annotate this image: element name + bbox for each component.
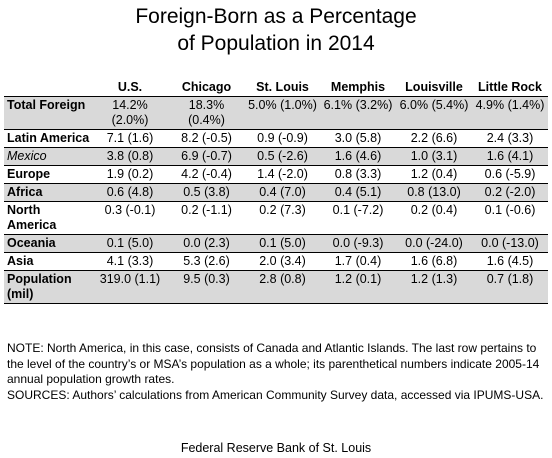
cell-st-louis: 2.0 (3.4) [245,252,320,271]
table-row-latin-america: Latin America 7.1 (1.6) 8.2 (-0.5) 0.9 (-0.… [4,129,548,148]
column-header-chicago: Chicago [168,77,245,97]
corner-cell [4,77,92,97]
cell-little-rock: 0.6 (-5.9) [472,165,548,184]
cell-memphis: 1.2 (0.1) [320,270,396,304]
table-row-africa: Africa 0.6 (4.8) 0.5 (3.8) 0.4 (7.0) 0.4 (5.… [4,183,548,202]
cell-louisville: 1.0 (3.1) [396,147,472,166]
cell-st-louis: 2.8 (0.8) [245,270,320,304]
cell-u-s: 0.6 (4.8) [92,183,168,202]
row-label: Asia [4,252,92,271]
row-label: Total Foreign [4,96,92,130]
notes-block: NOTE: North America, in this case, consi… [7,341,547,403]
cell-louisville: 0.2 (0.4) [396,201,472,235]
cell-st-louis: 0.1 (5.0) [245,234,320,253]
note-text: NOTE: North America, in this case, consi… [7,341,540,386]
cell-u-s: 14.2% (2.0%) [92,96,168,130]
cell-memphis: 3.0 (5.8) [320,129,396,148]
table-row-mexico: Mexico 3.8 (0.8) 6.9 (-0.7) 0.5 (-2.6) 1.6 (… [4,147,548,166]
cell-chicago: 6.9 (-0.7) [168,147,245,166]
cell-memphis: 6.1% (3.2%) [320,96,396,130]
row-label: Mexico [4,147,92,166]
cell-chicago: 9.5 (0.3) [168,270,245,304]
table-body: Total Foreign 14.2% (2.0%) 18.3% (0.4%) 5.0… [4,96,548,304]
row-label: Oceania [4,234,92,253]
cell-memphis: 0.1 (-7.2) [320,201,396,235]
data-table: U.S. Chicago St. Louis Memphis Louisvill… [4,77,548,304]
cell-memphis: 0.4 (5.1) [320,183,396,202]
cell-louisville: 1.6 (6.8) [396,252,472,271]
chart-title-line-1: Foreign-Born as a Percentage [135,5,417,28]
cell-memphis: 0.8 (3.3) [320,165,396,184]
cell-chicago: 0.5 (3.8) [168,183,245,202]
table-row-total-foreign: Total Foreign 14.2% (2.0%) 18.3% (0.4%) 5.0… [4,96,548,130]
column-header-us: U.S. [92,77,168,97]
cell-little-rock: 4.9% (1.4%) [472,96,548,130]
table-row-north-america: North America 0.3 (-0.1) 0.2 (-1.1) 0.2 (7.… [4,201,548,235]
footer-attribution: Federal Reserve Bank of St. Louis [180,441,372,455]
table-row-asia: Asia 4.1 (3.3) 5.3 (2.6) 2.0 (3.4) 1.7 (0.4)… [4,252,548,271]
cell-memphis: 1.7 (0.4) [320,252,396,271]
row-label: Latin America [4,129,92,148]
column-header-louisville: Louisville [396,77,472,97]
cell-louisville: 1.2 (1.3) [396,270,472,304]
column-header-memphis: Memphis [320,77,396,97]
cell-u-s: 319.0 (1.1) [92,270,168,304]
chart-title: Foreign-Born as a Percentage of Populati… [0,3,552,57]
cell-st-louis: 0.2 (7.3) [245,201,320,235]
cell-little-rock: 0.2 (-2.0) [472,183,548,202]
cell-chicago: 18.3% (0.4%) [168,96,245,130]
cell-chicago: 8.2 (-0.5) [168,129,245,148]
cell-st-louis: 5.0% (1.0%) [245,96,320,130]
cell-u-s: 0.1 (5.0) [92,234,168,253]
table-row-oceania: Oceania 0.1 (5.0) 0.0 (2.3) 0.1 (5.0) 0.0 (-… [4,234,548,253]
sources-text: SOURCES: Authors’ calculations from Amer… [7,387,544,402]
cell-little-rock: 1.6 (4.1) [472,147,548,166]
cell-u-s: 0.3 (-0.1) [92,201,168,235]
cell-u-s: 1.9 (0.2) [92,165,168,184]
row-label: Europe [4,165,92,184]
row-label: North America [4,201,92,235]
cell-louisville: 1.2 (0.4) [396,165,472,184]
cell-little-rock: 0.0 (-13.0) [472,234,548,253]
cell-little-rock: 1.6 (4.5) [472,252,548,271]
cell-chicago: 0.0 (2.3) [168,234,245,253]
cell-louisville: 0.8 (13.0) [396,183,472,202]
cell-chicago: 0.2 (-1.1) [168,201,245,235]
table-row-population-mil: Population (mil) 319.0 (1.1) 9.5 (0.3) 2.8 … [4,270,548,304]
cell-u-s: 4.1 (3.3) [92,252,168,271]
column-header-st-louis: St. Louis [245,77,320,97]
cell-memphis: 0.0 (-9.3) [320,234,396,253]
cell-louisville: 2.2 (6.6) [396,129,472,148]
cell-little-rock: 0.7 (1.8) [472,270,548,304]
header-row: U.S. Chicago St. Louis Memphis Louisvill… [4,77,548,97]
cell-st-louis: 0.5 (-2.6) [245,147,320,166]
cell-little-rock: 2.4 (3.3) [472,129,548,148]
cell-memphis: 1.6 (4.6) [320,147,396,166]
column-header-little-rock: Little Rock [472,77,548,97]
cell-u-s: 3.8 (0.8) [92,147,168,166]
cell-chicago: 5.3 (2.6) [168,252,245,271]
cell-st-louis: 0.4 (7.0) [245,183,320,202]
cell-chicago: 4.2 (-0.4) [168,165,245,184]
cell-st-louis: 0.9 (-0.9) [245,129,320,148]
cell-little-rock: 0.1 (-0.6) [472,201,548,235]
cell-louisville: 0.0 (-24.0) [396,234,472,253]
cell-louisville: 6.0% (5.4%) [396,96,472,130]
cell-st-louis: 1.4 (-2.0) [245,165,320,184]
row-label: Africa [4,183,92,202]
chart-title-line-2: of Population in 2014 [177,32,375,55]
row-label: Population (mil) [4,270,92,304]
table-row-europe: Europe 1.9 (0.2) 4.2 (-0.4) 1.4 (-2.0) 0.8 (… [4,165,548,184]
cell-u-s: 7.1 (1.6) [92,129,168,148]
